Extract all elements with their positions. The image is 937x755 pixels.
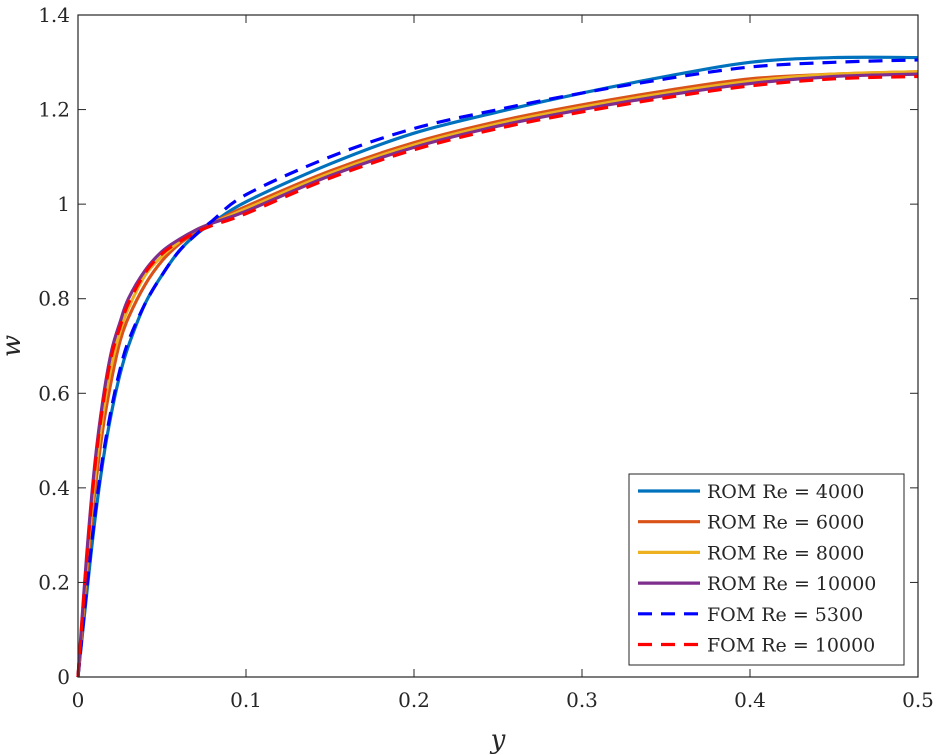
y-tick-label: 0 bbox=[57, 665, 70, 689]
y-tick-label: 0.8 bbox=[38, 287, 70, 311]
x-tick-label: 0 bbox=[72, 688, 85, 712]
y-tick-label: 0.4 bbox=[38, 476, 70, 500]
x-tick-label: 0.3 bbox=[566, 688, 598, 712]
x-tick-label: 0.4 bbox=[734, 688, 766, 712]
legend-label-fom-re-10000: FOM Re = 10000 bbox=[707, 635, 875, 657]
legend: ROM Re = 4000 ROM Re = 6000 ROM Re = 8000 R… bbox=[628, 473, 905, 666]
x-tick-label: 0.5 bbox=[902, 688, 934, 712]
series-line-fom-re-10000 bbox=[76, 74, 919, 678]
axes-box bbox=[77, 14, 919, 678]
x-axis-label: y bbox=[490, 725, 506, 755]
y-tick-label: 1.2 bbox=[38, 98, 70, 122]
y-tick-label: 0.2 bbox=[38, 570, 70, 594]
x-tick-label: 0.1 bbox=[230, 688, 262, 712]
legend-label-rom-re-8000: ROM Re = 8000 bbox=[707, 542, 864, 564]
y-tick-label: 0.6 bbox=[38, 381, 70, 405]
x-tick-label: 0.2 bbox=[398, 688, 430, 712]
legend-label-fom-re-5300: FOM Re = 5300 bbox=[707, 604, 863, 626]
y-tick-label: 1 bbox=[57, 192, 70, 216]
legend-box bbox=[628, 473, 905, 666]
series-line-fom-re-5300 bbox=[76, 58, 919, 678]
y-axis-label: w bbox=[0, 335, 27, 357]
legend-label-rom-re-10000: ROM Re = 10000 bbox=[707, 573, 876, 595]
y-tick-label: 1.4 bbox=[38, 3, 70, 27]
series-layer bbox=[76, 55, 919, 678]
tick-layer: 0 0.1 0.2 0.3 0.4 0.5 0 0.2 0.4 0.6 0.8 1 1.2 1.4 bbox=[38, 3, 934, 712]
legend-label-rom-re-6000: ROM Re = 6000 bbox=[707, 512, 864, 534]
legend-label-rom-re-4000: ROM Re = 4000 bbox=[707, 481, 864, 503]
